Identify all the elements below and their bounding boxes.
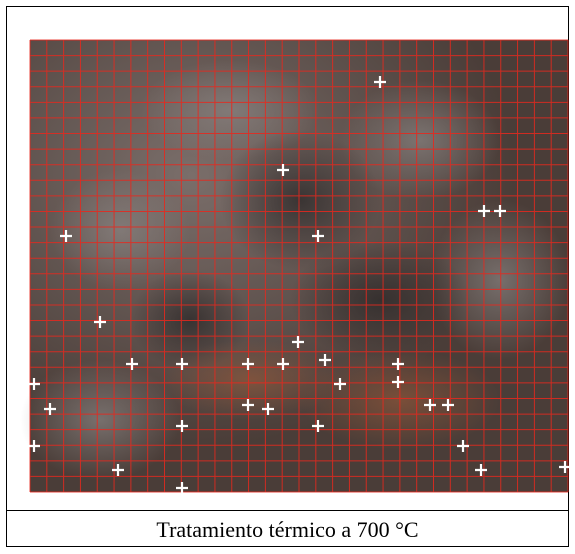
micrograph [0,0,575,554]
